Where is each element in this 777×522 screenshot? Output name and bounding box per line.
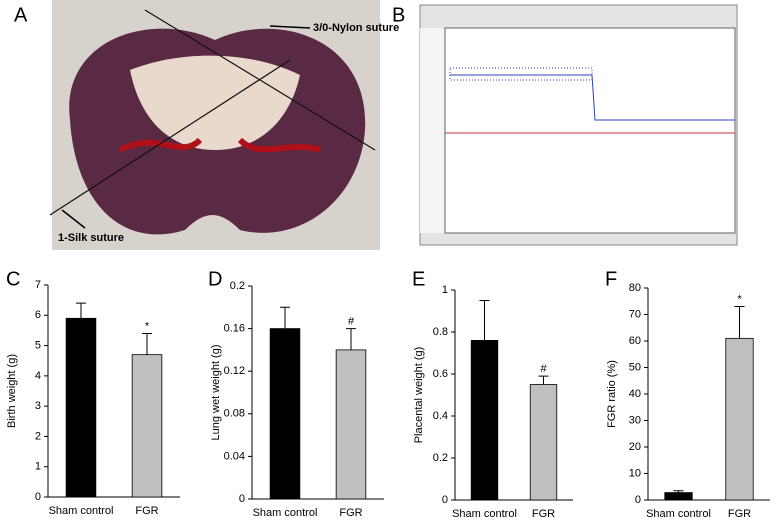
- y-tick-label: 0.2: [433, 452, 448, 464]
- x-tick-label: Sham control: [253, 507, 318, 519]
- y-tick-label: 0.6: [433, 368, 448, 380]
- y-tick-label: 0: [442, 494, 448, 506]
- y-tick-label: 80: [629, 282, 641, 294]
- y-tick-label: 6: [35, 309, 41, 321]
- significance-mark: *: [145, 320, 150, 332]
- panel-label: D: [208, 268, 222, 290]
- error-bar: [280, 306, 290, 329]
- arrow: [61, 209, 86, 229]
- panel-label: B: [392, 4, 405, 26]
- panel-label: F: [605, 268, 617, 290]
- y-tick-label: 1: [35, 461, 41, 473]
- y-axis-label: FGR ratio (%): [606, 360, 618, 428]
- y-tick-label: 60: [629, 335, 641, 347]
- recording-screen: [419, 4, 738, 246]
- error-bar: [538, 375, 549, 385]
- y-tick-label: 0.4: [433, 410, 448, 422]
- y-tick-label: 7: [35, 279, 41, 291]
- y-tick-label: 0.08: [224, 408, 245, 420]
- error-bar: [734, 306, 745, 339]
- significance-mark: #: [540, 363, 547, 375]
- x-tick-label: Sham control: [646, 508, 711, 520]
- panel-label: A: [14, 4, 28, 26]
- y-tick-label: 1: [442, 284, 448, 296]
- y-tick-label: 10: [629, 467, 641, 479]
- bar: [664, 492, 693, 501]
- arrow: [269, 25, 311, 29]
- bar: [529, 384, 558, 501]
- y-tick-label: 0.16: [224, 323, 245, 335]
- y-tick-label: 50: [629, 361, 641, 373]
- significance-mark: #: [348, 316, 355, 328]
- y-axis-label: Placental weight (g): [413, 347, 425, 444]
- y-axis-label: Lung wet weight (g): [210, 345, 222, 441]
- significance-mark: *: [737, 293, 742, 305]
- y-tick-label: 0: [635, 494, 641, 506]
- y-tick-label: 4: [35, 370, 41, 382]
- x-tick-label: FGR: [339, 507, 362, 519]
- y-tick-label: 0.2: [230, 280, 245, 292]
- bar: [470, 339, 499, 501]
- bar: [335, 349, 367, 500]
- y-tick-label: 3: [35, 400, 41, 412]
- x-tick-label: FGR: [532, 508, 555, 520]
- y-tick-label: 20: [629, 441, 641, 453]
- error-bar: [142, 332, 152, 355]
- y-tick-label: 0: [35, 491, 41, 503]
- bar: [131, 354, 163, 498]
- error-bar: [76, 302, 86, 319]
- y-tick-label: 2: [35, 430, 41, 442]
- y-tick-label: 0.8: [433, 326, 448, 338]
- photo: [49, 0, 380, 250]
- x-tick-label: Sham control: [452, 508, 517, 520]
- y-tick-label: 70: [629, 308, 641, 320]
- y-axis-label: Birth weight (g): [6, 354, 18, 428]
- panel-label: E: [412, 268, 425, 290]
- bar: [269, 328, 301, 500]
- y-tick-label: 0: [239, 493, 245, 505]
- error-bar: [479, 300, 490, 341]
- bar: [65, 317, 97, 498]
- y-tick-label: 0.04: [224, 450, 245, 462]
- y-tick-label: 30: [629, 414, 641, 426]
- annotation: 1-Silk suture: [58, 232, 124, 244]
- x-tick-label: FGR: [135, 505, 158, 517]
- y-tick-label: 0.12: [224, 365, 245, 377]
- x-tick-label: FGR: [728, 508, 751, 520]
- annotation: 3/0-Nylon suture: [313, 22, 399, 34]
- bar: [725, 337, 754, 501]
- panel-label: C: [6, 268, 20, 290]
- y-tick-label: 40: [629, 388, 641, 400]
- error-bar: [346, 328, 356, 350]
- x-tick-label: Sham control: [49, 505, 114, 517]
- error-bar: [673, 490, 684, 493]
- y-tick-label: 5: [35, 339, 41, 351]
